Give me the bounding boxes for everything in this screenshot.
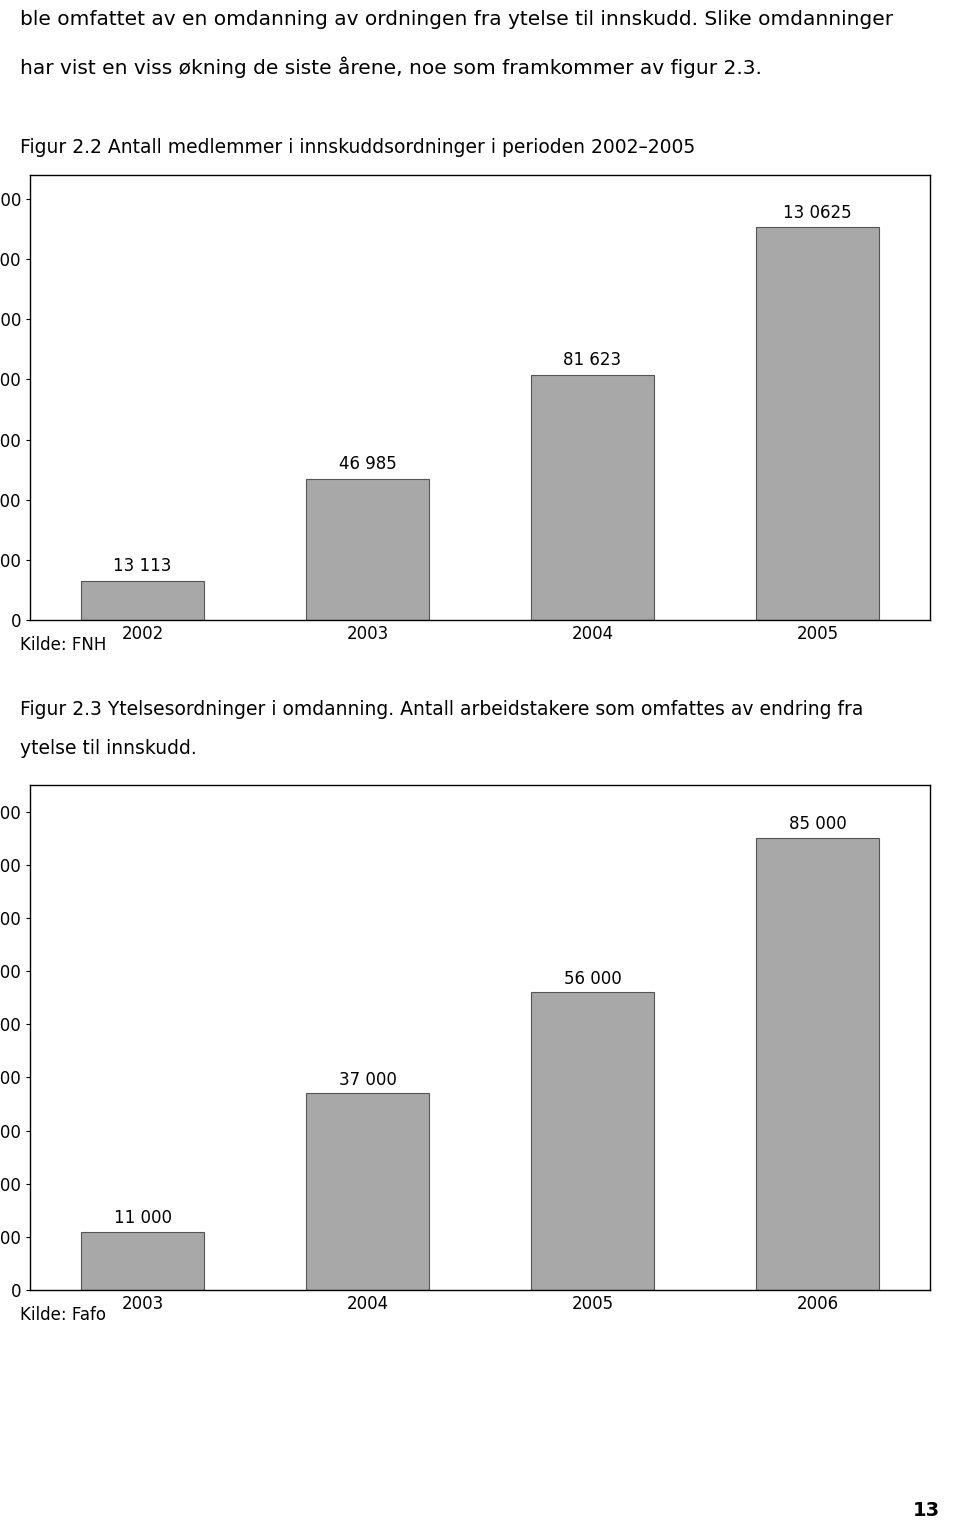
Text: Kilde: Fafo: Kilde: Fafo bbox=[20, 1307, 106, 1324]
Text: 46 985: 46 985 bbox=[339, 456, 396, 474]
Text: 13 0625: 13 0625 bbox=[783, 203, 852, 222]
Text: har vist en viss økning de siste årene, noe som framkommer av figur 2.3.: har vist en viss økning de siste årene, … bbox=[20, 57, 762, 78]
Bar bbox=[756, 228, 879, 620]
Bar bbox=[305, 479, 429, 620]
Text: Figur 2.2 Antall medlemmer i innskuddsordninger i perioden 2002–2005: Figur 2.2 Antall medlemmer i innskuddsor… bbox=[20, 139, 695, 157]
Text: 81 623: 81 623 bbox=[564, 351, 621, 369]
Text: 37 000: 37 000 bbox=[339, 1071, 396, 1088]
Text: 13 113: 13 113 bbox=[113, 557, 172, 576]
Text: 85 000: 85 000 bbox=[788, 816, 847, 834]
Bar bbox=[81, 580, 204, 620]
Text: 13: 13 bbox=[913, 1501, 940, 1519]
Text: ble omfattet av en omdanning av ordningen fra ytelse til innskudd. Slike omdanni: ble omfattet av en omdanning av ordninge… bbox=[20, 9, 893, 29]
Text: 11 000: 11 000 bbox=[113, 1208, 172, 1227]
Bar bbox=[756, 839, 879, 1290]
Text: Figur 2.3 Ytelsesordninger i omdanning. Antall arbeidstakere som omfattes av end: Figur 2.3 Ytelsesordninger i omdanning. … bbox=[20, 700, 863, 719]
Bar bbox=[81, 1231, 204, 1290]
Text: ytelse til innskudd.: ytelse til innskudd. bbox=[20, 739, 197, 757]
Text: 56 000: 56 000 bbox=[564, 970, 621, 988]
Bar bbox=[531, 993, 655, 1290]
Bar bbox=[305, 1093, 429, 1290]
Text: Kilde: FNH: Kilde: FNH bbox=[20, 636, 107, 654]
Bar bbox=[531, 374, 655, 620]
